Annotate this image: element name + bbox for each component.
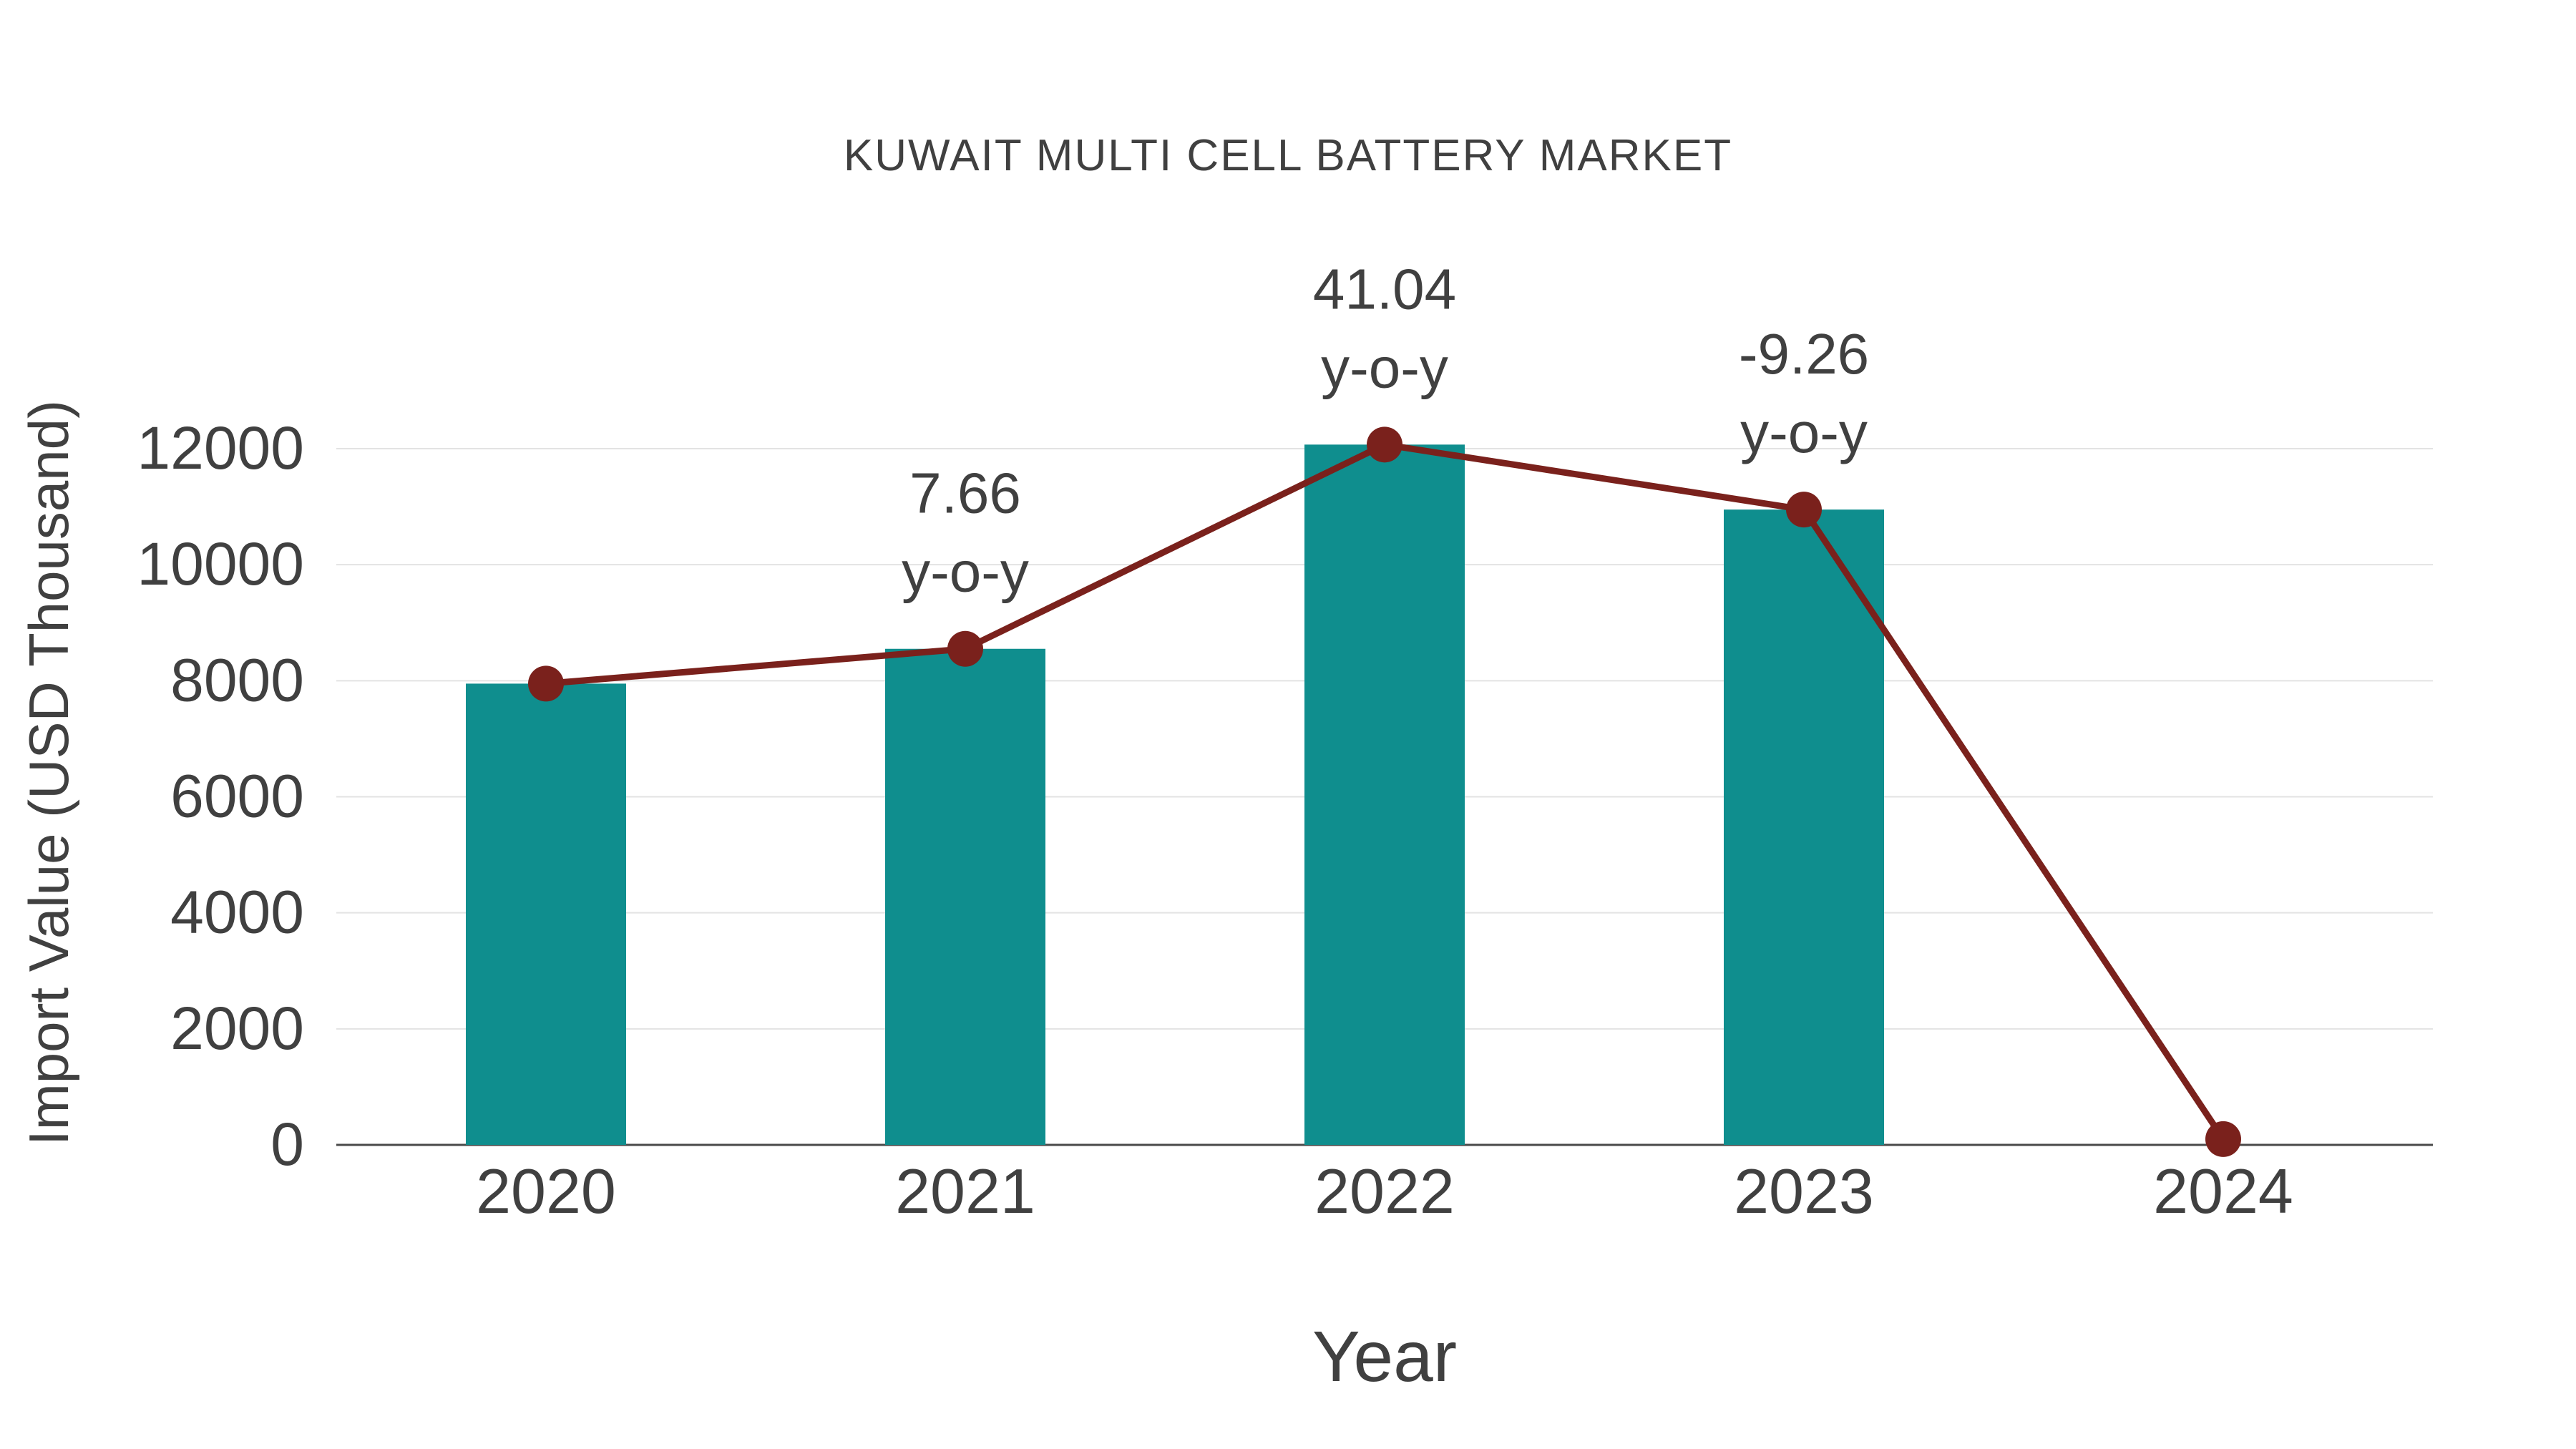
line-point-2024 — [2205, 1121, 2241, 1157]
x-tick-label: 2022 — [1314, 1156, 1455, 1226]
plot-area: 0 2000 4000 6000 8000 10000 12000 2020 2021 2022 2… — [137, 257, 2433, 1226]
bar-2021 — [885, 648, 1045, 1145]
bar-2023 — [1724, 509, 1884, 1145]
bar-2020 — [466, 683, 626, 1145]
annotation-label: y-o-y — [902, 540, 1029, 604]
bar-2022 — [1304, 444, 1465, 1145]
line-point-2021 — [947, 630, 983, 667]
y-tick-label: 2000 — [170, 995, 304, 1062]
y-tick-label: 6000 — [170, 763, 304, 830]
y-tick-label: 8000 — [170, 646, 304, 713]
annotation-label: y-o-y — [1321, 336, 1448, 399]
y-tick-label: 10000 — [137, 530, 304, 597]
x-tick-label: 2024 — [2153, 1156, 2293, 1226]
annotation-value: -9.26 — [1739, 322, 1869, 386]
x-tick-label: 2020 — [476, 1156, 616, 1226]
annotation-value: 41.04 — [1313, 257, 1456, 321]
chart-title: KUWAIT MULTI CELL BATTERY MARKET — [844, 131, 1732, 180]
line-point-2023 — [1786, 492, 1822, 528]
line-point-2020 — [528, 665, 564, 702]
x-tick-label: 2021 — [895, 1156, 1035, 1226]
x-axis-title: Year — [1312, 1317, 1457, 1397]
y-tick-label: 4000 — [170, 879, 304, 946]
annotation-label: y-o-y — [1740, 401, 1868, 464]
y-tick-label: 0 — [270, 1111, 304, 1178]
line-point-2022 — [1367, 426, 1402, 463]
x-tick-label: 2023 — [1734, 1156, 1874, 1226]
y-tick-label: 12000 — [137, 414, 304, 482]
y-axis-title: Import Value (USD Thousand) — [17, 400, 80, 1146]
annotation-value: 7.66 — [909, 462, 1021, 525]
